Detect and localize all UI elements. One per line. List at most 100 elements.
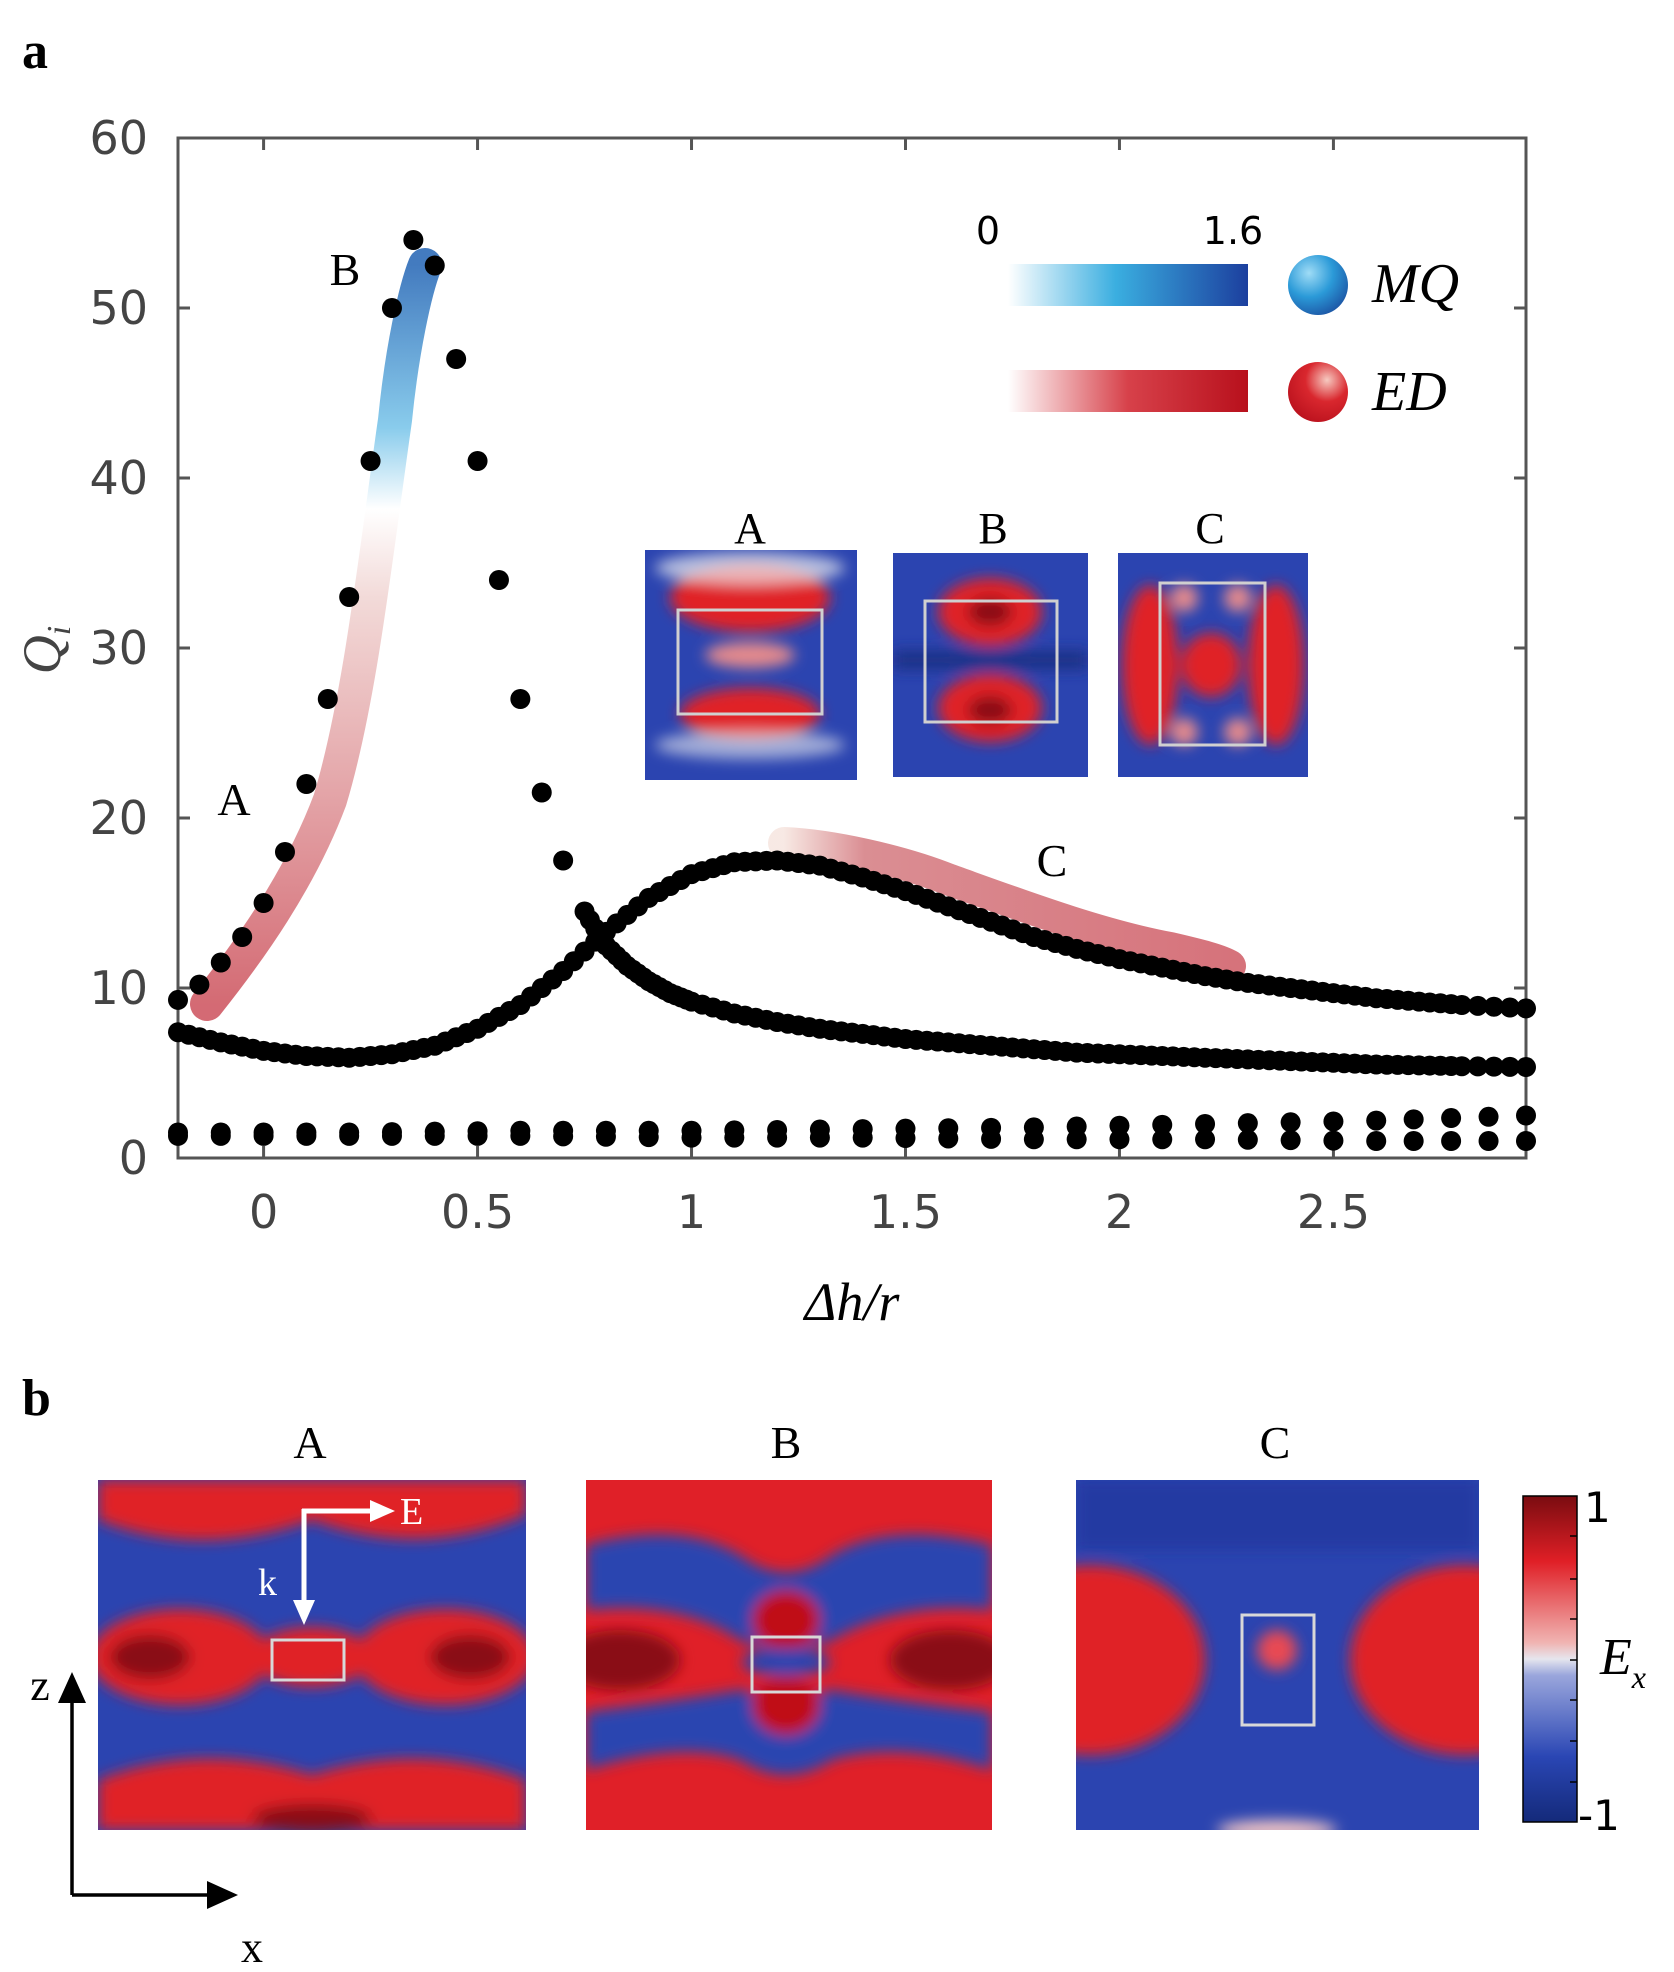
- data-point: [1066, 1129, 1087, 1150]
- y-tick-label-5: 50: [89, 281, 148, 335]
- data-point: [1483, 996, 1504, 1017]
- ex-colorbar-max: 1: [1584, 1483, 1611, 1532]
- inset-a-title: A: [734, 504, 766, 553]
- mq-colorbar: [1008, 264, 1248, 306]
- data-point: [210, 1125, 231, 1146]
- inset-b-title: B: [978, 504, 1007, 553]
- field-map-c: [1076, 1480, 1479, 1830]
- data-point: [253, 1125, 274, 1146]
- data-point: [767, 1127, 788, 1148]
- data-point: [1451, 995, 1472, 1015]
- ex-colorbar-min: -1: [1578, 1791, 1620, 1840]
- ex-colorbar-label: Ex: [1599, 1629, 1646, 1695]
- data-point: [360, 451, 381, 471]
- y-tick-label-1: 10: [89, 961, 148, 1015]
- data-point: [339, 1125, 360, 1146]
- data-point: [1280, 1130, 1301, 1151]
- data-point: [1478, 1106, 1499, 1127]
- x-tick-label-4: 2: [1105, 1185, 1134, 1239]
- curve-label-a: A: [217, 774, 250, 825]
- data-point: [189, 974, 210, 995]
- data-point: [938, 1128, 959, 1149]
- data-point: [1237, 1113, 1258, 1134]
- ed-sphere-icon: [1288, 362, 1348, 422]
- mode-highlight-bands: [190, 248, 1246, 1021]
- data-point: [467, 451, 488, 471]
- data-point: [724, 1127, 745, 1148]
- data-point: [553, 1126, 574, 1147]
- y-tick-labels: 0 10 20 30 40 50 60: [89, 111, 148, 1185]
- data-point: [1195, 1129, 1216, 1150]
- data-point: [424, 1125, 445, 1146]
- data-points: [168, 230, 1536, 1151]
- data-point: [168, 1125, 188, 1146]
- data-point: [1366, 1131, 1387, 1151]
- data-point: [1195, 1114, 1216, 1134]
- data-point: [1516, 1131, 1536, 1151]
- data-point: [381, 298, 402, 318]
- axis-ticks: [178, 136, 1526, 1160]
- k-label: k: [258, 1562, 277, 1604]
- polarization-arrows: E k: [258, 1491, 423, 1625]
- z-axis-label: z: [30, 1661, 50, 1710]
- inset-b: B: [893, 504, 1088, 777]
- x-tick-label-3: 1.5: [869, 1185, 942, 1239]
- x-tick-label-2: 1: [677, 1185, 706, 1239]
- data-point: [403, 230, 424, 250]
- data-point: [1323, 1111, 1344, 1132]
- field-c-title: C: [1260, 1417, 1291, 1468]
- panel-b-label: b: [22, 1370, 51, 1427]
- data-point: [467, 1125, 488, 1146]
- y-tick-label-6: 60: [89, 111, 148, 165]
- data-point: [1366, 1110, 1387, 1131]
- data-point: [1467, 1056, 1488, 1077]
- data-point: [1152, 1114, 1173, 1135]
- data-point: [1516, 1057, 1536, 1078]
- data-point: [1403, 1131, 1424, 1151]
- data-point: [1441, 1131, 1462, 1151]
- band-ab: [190, 248, 442, 1021]
- data-point: [1516, 1105, 1536, 1126]
- series-0: [168, 230, 1536, 1078]
- inset-c: C: [1118, 504, 1308, 777]
- data-point: [1237, 1129, 1258, 1150]
- ed-label: ED: [1371, 361, 1447, 423]
- mq-sphere-icon: [1288, 255, 1348, 315]
- data-point: [381, 1125, 402, 1146]
- series-1: [168, 850, 1536, 1068]
- x-tick-label-1: 0.5: [441, 1185, 514, 1239]
- data-point: [210, 952, 231, 973]
- data-point: [1109, 1129, 1130, 1150]
- data-point: [274, 842, 295, 862]
- ed-colorbar: [1008, 370, 1248, 412]
- y-tick-label-4: 40: [89, 451, 148, 505]
- curve-label-c: C: [1037, 835, 1068, 886]
- y-axis-label-main: Q: [12, 635, 72, 674]
- curve-label-b: B: [330, 244, 361, 295]
- y-tick-label-3: 30: [89, 621, 148, 675]
- x-tick-label-5: 2.5: [1297, 1185, 1370, 1239]
- data-point: [510, 689, 531, 709]
- data-point: [1499, 1056, 1520, 1077]
- data-point: [1451, 1056, 1472, 1077]
- data-point: [1323, 1130, 1344, 1151]
- y-axis-label-sub: i: [41, 626, 78, 635]
- inset-c-title: C: [1195, 504, 1224, 553]
- y-axis-label: Qi: [12, 626, 78, 674]
- data-point: [424, 255, 445, 276]
- data-point: [232, 927, 253, 947]
- e-label: E: [400, 1491, 423, 1533]
- x-tick-labels: 0 0.5 1 1.5 2 2.5: [249, 1185, 1370, 1239]
- data-point: [895, 1128, 916, 1149]
- x-tick-label-0: 0: [249, 1185, 278, 1239]
- x-axis-coord-label: x: [241, 1923, 263, 1972]
- data-point: [531, 782, 552, 803]
- field-map-b: [586, 1480, 992, 1830]
- field-a-title: A: [293, 1417, 326, 1468]
- data-point: [1441, 1108, 1462, 1129]
- field-map-a: [98, 1480, 526, 1830]
- data-point: [510, 1125, 531, 1146]
- data-point: [1403, 1109, 1424, 1130]
- y-tick-label-0: 0: [119, 1131, 148, 1185]
